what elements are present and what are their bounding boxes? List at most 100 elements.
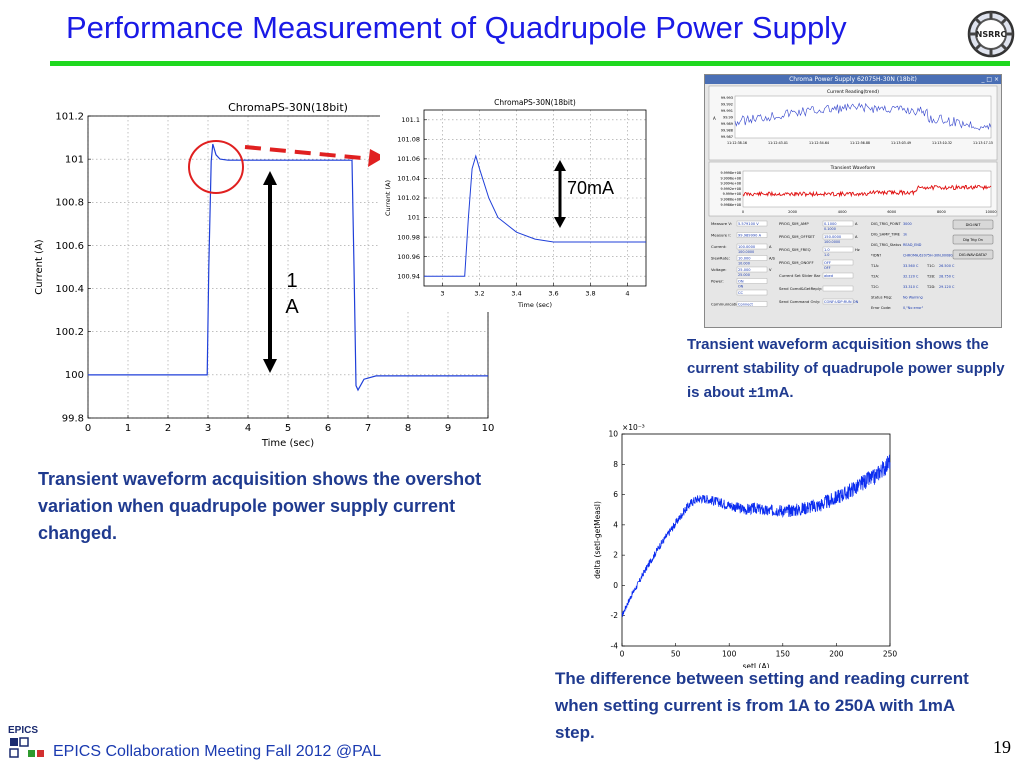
y-tick-label: 0 (613, 581, 618, 590)
gui-left-input (736, 289, 768, 296)
transient-x-tick: 0 (742, 210, 744, 214)
y-tick-label: 100.98 (397, 233, 420, 241)
chart-annotations (188, 140, 385, 373)
chart-title: ChromaPS-30N(18bit) (228, 101, 348, 114)
x-tick-label: 6 (325, 423, 331, 434)
y-tick-label: 100.4 (55, 284, 84, 295)
gui-left-unit: A/S (769, 257, 776, 261)
y-tick-label: -4 (611, 642, 619, 651)
x-tick-label: 3.2 (474, 290, 484, 298)
x-tick-label: 2 (165, 423, 171, 434)
reading-x-tick: 11:13:03.49 (891, 141, 911, 145)
gui-left-label: SlewRate: (711, 256, 730, 261)
gui-right-label: T2C: (870, 285, 879, 289)
x-tick-label: 0 (620, 650, 625, 659)
reading-y-tick: 99.987 (721, 135, 733, 139)
gui-mid-readback: 0.1000 (824, 227, 836, 231)
x-tick-label: 9 (445, 423, 451, 434)
gui-right-label2: T2B: (926, 275, 935, 279)
reading-x-tick: 11:12:56.88 (850, 141, 870, 145)
y-tick-label: 8 (613, 460, 618, 469)
y-tick-label: 101.1 (401, 116, 420, 124)
epics-logo-text: EPICS (8, 725, 39, 736)
x-axis-label: Time (sec) (261, 438, 314, 449)
gui-mid-input (822, 272, 854, 279)
y-tick-label: 100.96 (397, 253, 420, 261)
y-tick-label: 101 (65, 154, 84, 165)
gui-left-value: 100.0000 (738, 245, 756, 249)
x-axis-label: Time (sec) (517, 301, 552, 309)
gui-button[interactable] (952, 234, 994, 245)
logo-text: NSRRC (976, 30, 1007, 39)
gui-right-value2: 26.500 C (939, 264, 955, 268)
gui-left-label: Current: (711, 244, 727, 249)
gui-left-label: Voltage: (711, 267, 727, 272)
gui-mid-input (822, 285, 854, 292)
gui-right-value2: 28.750 C (939, 275, 955, 279)
gui-right-value: 3000 (903, 222, 912, 226)
gui-right-label: T2A: (870, 275, 879, 279)
y-tick-label: 100.6 (55, 241, 84, 252)
reading-trend-line (734, 102, 992, 131)
gui-left-label: Power: (711, 279, 724, 284)
y-tick-label: 101.2 (55, 111, 84, 122)
gui-right-label: DIG_SAMP_TIME (871, 233, 901, 237)
gui-mid-value: abed (824, 274, 833, 278)
gui-mid-input (822, 220, 854, 227)
gui-right-label: *IDN? (871, 254, 881, 258)
gui-right-value: READ_END (903, 243, 922, 247)
zoom-arrowhead (368, 149, 385, 167)
transient-y-tick: 9.999e+08 (723, 192, 741, 196)
page-number: 19 (993, 737, 1011, 757)
reading-x-tick: 11:12:38.16 (727, 141, 747, 145)
series-line (88, 143, 488, 392)
nsrrc-logo: NSRRC (967, 10, 1015, 58)
transient-y-tick: 9.9988e+08 (720, 198, 741, 202)
y-axis-label: Current (A) (34, 239, 45, 294)
y-tick-label: 10 (608, 430, 618, 439)
epics-logo-blocks (9, 737, 44, 758)
caption-left: Transient waveform acquisition shows the… (38, 469, 482, 543)
x-tick-label: 3.4 (511, 290, 521, 298)
gui-left-readback: 100.0000 (738, 250, 754, 254)
y-tick-label: 100.94 (397, 272, 420, 280)
gui-mid-value: 1.0 (824, 248, 830, 252)
x-tick-label: 3 (440, 290, 444, 298)
y-tick-label: 4 (613, 520, 618, 529)
x-tick-label: 3.8 (585, 290, 595, 298)
gui-left-input (736, 220, 768, 227)
gui-mid-input (822, 246, 854, 253)
reading-x-tick: 11:12:43.01 (768, 141, 788, 145)
x-tick-label: 8 (405, 423, 411, 434)
chart-delta: 0 50 100 150 200 250 -4 -2 0 2 4 6 8 10 setI (A) delta … (592, 422, 904, 668)
gui-left-value: Connect (738, 303, 753, 307)
gui-mid-value: 0.1000 (824, 222, 837, 226)
gui-mid-unit: Hz (855, 248, 860, 252)
transient-x-tick: 2000 (788, 210, 797, 214)
gui-left-unit: A (769, 245, 772, 249)
gui-mid-value: OFF (824, 261, 831, 265)
gui-button-label: Dig Trig On (963, 238, 983, 242)
gui-mid-readback: OFF (824, 266, 831, 270)
window-controls-icon[interactable]: _ □ × (981, 76, 999, 83)
gui-mid-input (822, 259, 854, 266)
transient-y-tick: 9.9996e+08 (720, 176, 741, 180)
gui-button[interactable] (952, 219, 994, 230)
x-tick-label: 3 (205, 423, 211, 434)
gui-mid-unit: A (855, 235, 858, 239)
gui-button[interactable] (952, 249, 994, 260)
gui-right-value2: 29.120 C (939, 285, 955, 289)
gui-left-label: Communication: (711, 302, 742, 307)
chart-transient-zoom: ChromaPS-30N(18bit) 3 3.2 3.4 3.6 3.8 4 100.94 1… (380, 94, 660, 312)
gui-left-input (736, 301, 768, 307)
gui-left-input (736, 278, 768, 284)
gui-right-label: DIG_TRIG_POINT (871, 222, 901, 226)
reading-x-tick: 11:13:10.32 (932, 141, 952, 145)
gui-body: Current Reading(trend) 99.993 99.992 99.99… (705, 84, 1001, 326)
gui-right-value: 32.120 C (903, 275, 919, 279)
gui-right-value: 0,"No error" (903, 306, 924, 310)
series-line (621, 454, 891, 617)
gui-mid-readback: 100.0000 (824, 240, 840, 244)
gui-mid-label: Current Set Slider Bar (779, 273, 821, 278)
x-tick-label: 200 (829, 650, 844, 659)
